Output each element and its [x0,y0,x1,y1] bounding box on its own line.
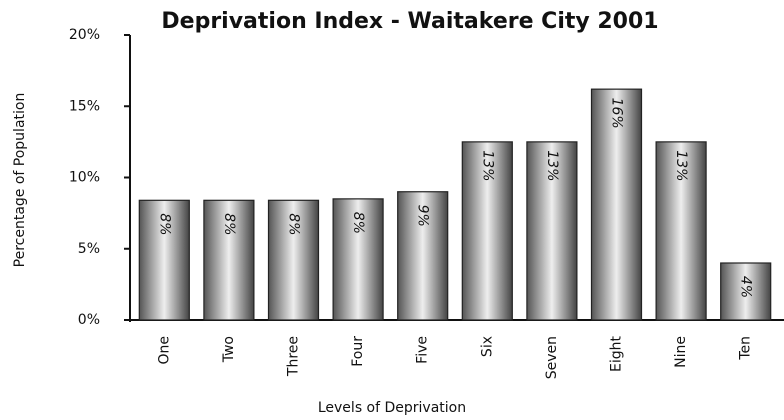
y-tick-label: 10% [69,170,100,186]
x-tick-label: Six [479,336,495,357]
x-tick-label: Four [350,336,366,367]
data-label: 4% [738,276,754,298]
bar [267,199,320,321]
bar [138,199,190,321]
y-tick-label: 20% [69,27,100,43]
bar [720,262,772,321]
x-tick-label: Five [415,336,431,364]
chart-title: Deprivation Index - Waitakere City 2001 [161,9,658,34]
x-tick-label: Nine [673,336,689,368]
x-tick-label: Seven [544,336,560,379]
data-label: 9% [415,205,431,227]
data-label: 16% [609,98,625,129]
data-label: 13% [479,150,495,181]
data-label: 8% [286,213,302,235]
data-label: 13% [673,150,689,181]
bar [590,88,643,321]
x-tick-label: Two [221,336,237,363]
bar [397,191,449,321]
x-tick-label: One [156,336,172,365]
bar [526,141,578,321]
data-label: 8% [350,212,366,234]
bar [203,199,255,321]
x-tick-label: Eight [609,335,625,371]
bar [461,141,513,321]
bar [332,198,384,321]
data-label: 8% [221,213,237,235]
bar [655,141,707,321]
y-axis-label: Percentage of Population [12,93,28,268]
y-tick-label: 0% [78,312,100,328]
y-tick-label: 15% [69,98,100,114]
data-label: 8% [156,213,172,235]
data-label: 13% [544,150,560,181]
x-axis-label: Levels of Deprivation [318,400,466,416]
y-tick-label: 5% [78,241,100,257]
x-tick-label: Ten [738,336,754,361]
x-tick-label: Three [286,336,302,377]
